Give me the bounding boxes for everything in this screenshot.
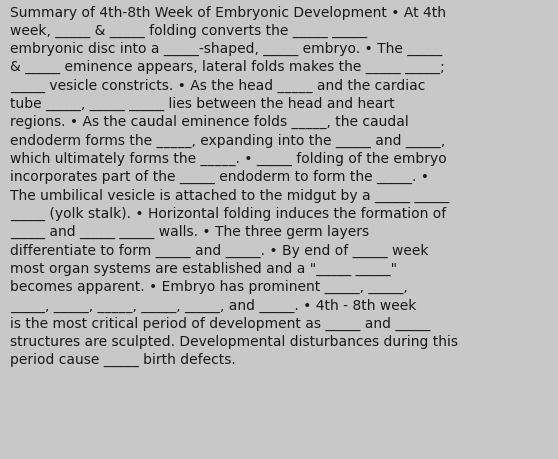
Text: Summary of 4th-8th Week of Embryonic Development • At 4th
week, _____ & _____ fo: Summary of 4th-8th Week of Embryonic Dev… bbox=[10, 6, 458, 367]
